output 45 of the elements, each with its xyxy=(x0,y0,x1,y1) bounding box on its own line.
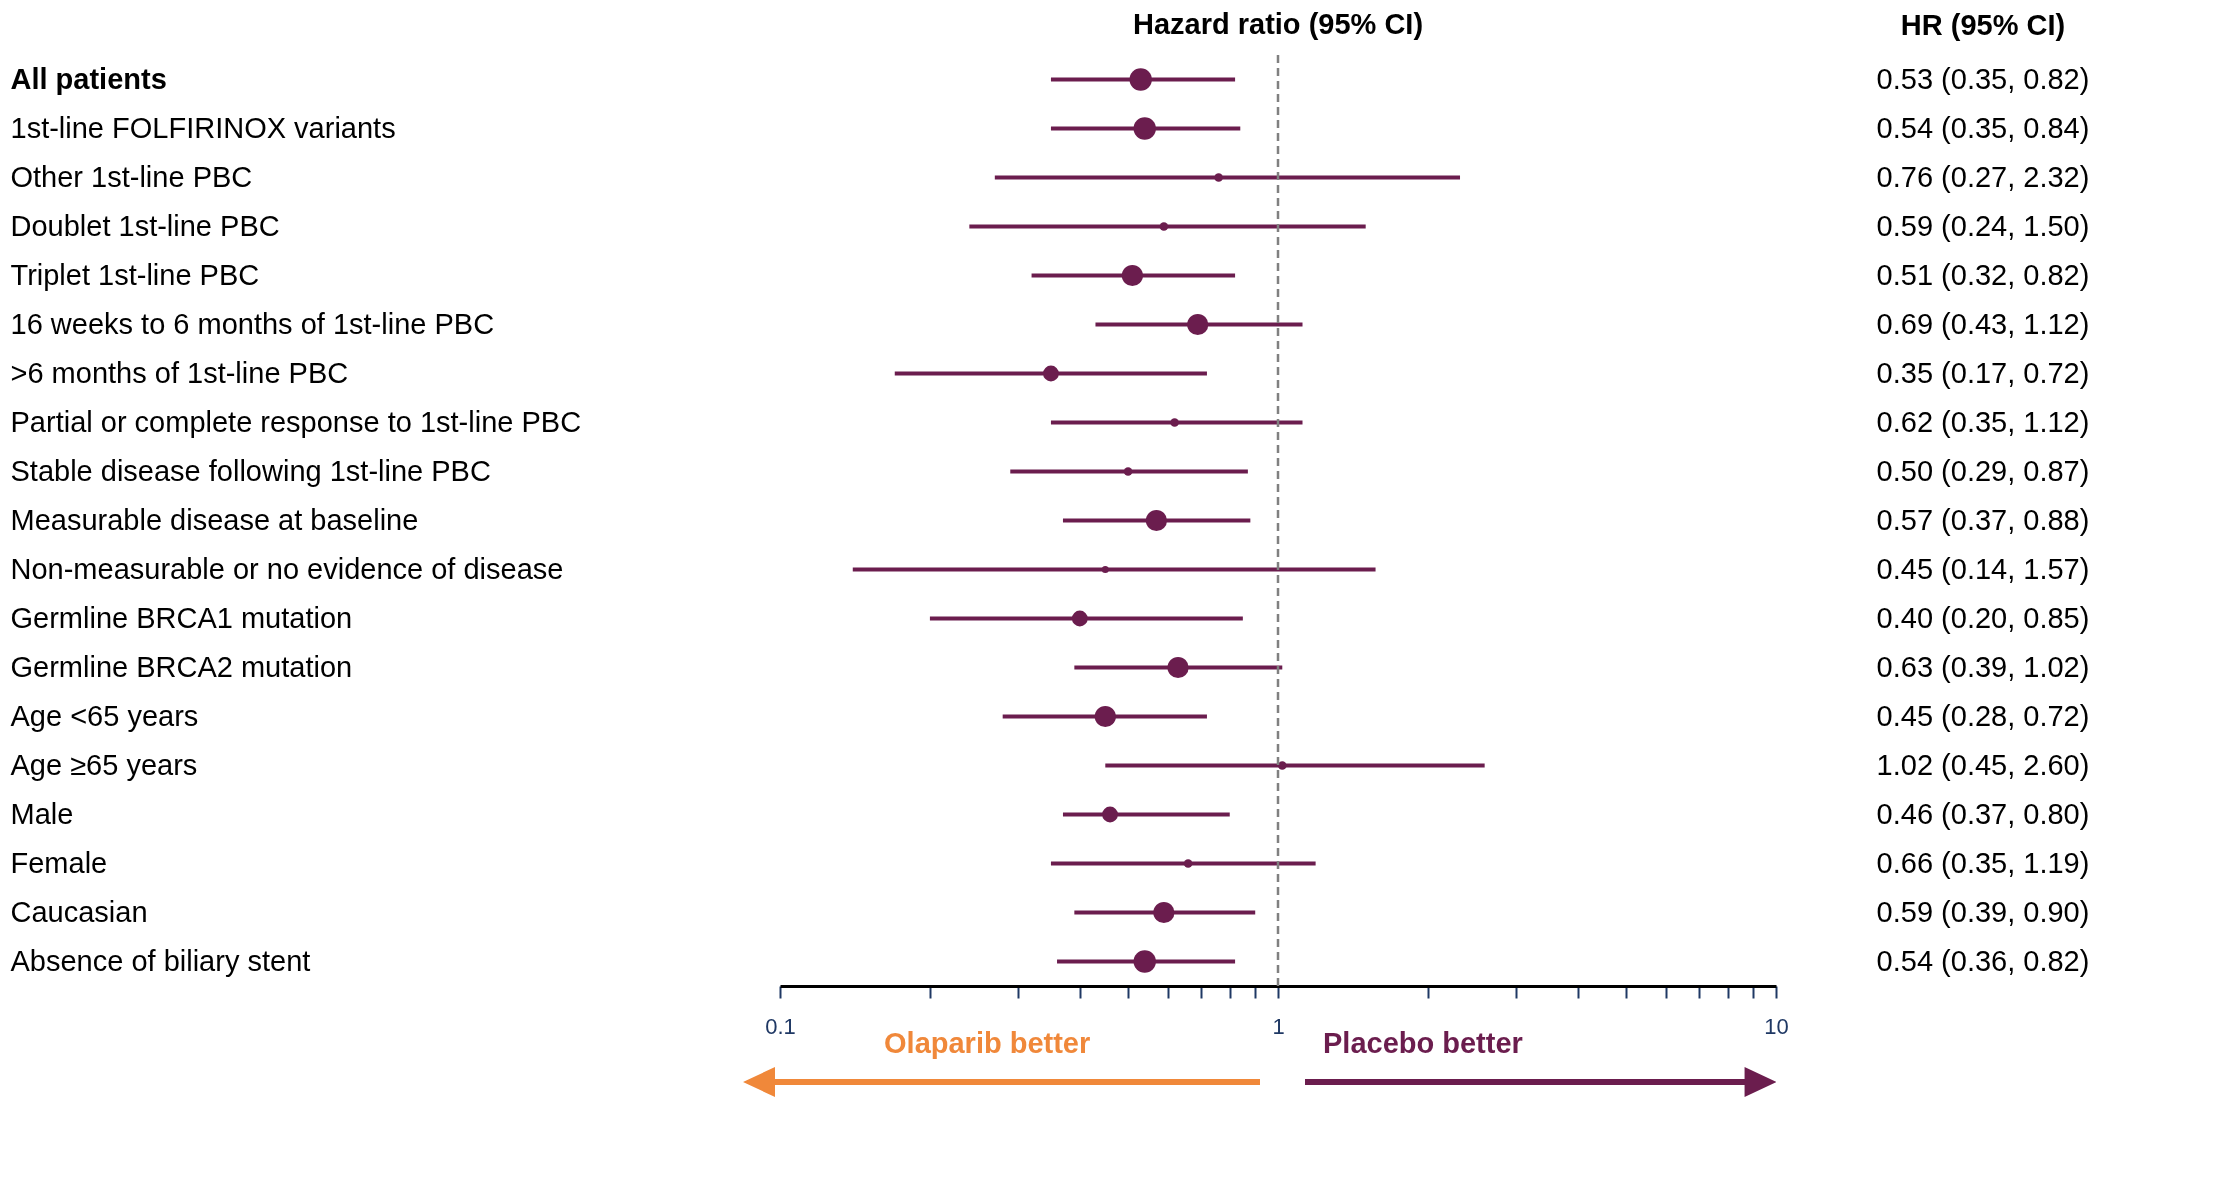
data-label: 0.40 (0.20, 0.85) xyxy=(1876,601,2090,634)
y-tick-label: Partial or complete response to 1st-line PBC xyxy=(10,405,582,438)
y-tick-label: >6 months of 1st-line PBC xyxy=(10,356,349,389)
data-label: 0.46 (0.37, 0.80) xyxy=(1876,797,2090,830)
data-label: 0.53 (0.35, 0.82) xyxy=(1876,62,2090,95)
data-label: 0.59 (0.39, 0.90) xyxy=(1876,895,2090,928)
data-label: 0.54 (0.35, 0.84) xyxy=(1876,111,2090,144)
y-tick-label: Male xyxy=(10,797,74,830)
y-tick-label: Absence of biliary stent xyxy=(10,944,311,977)
y-tick-label: Germline BRCA1 mutation xyxy=(10,601,353,634)
x-axis-title: Hazard ratio (95% CI) xyxy=(1132,7,1424,40)
y-tick-label: Non-measurable or no evidence of disease xyxy=(10,552,564,585)
y-tick-label: Germline BRCA2 mutation xyxy=(10,650,353,683)
data-label: 0.57 (0.37, 0.88) xyxy=(1876,503,2090,536)
y-tick-label: All patients xyxy=(10,62,167,95)
x-tick-label: 10 xyxy=(1764,1013,1789,1039)
text: HR (95% CI) xyxy=(1900,9,2066,41)
data-label: 0.76 (0.27, 2.32) xyxy=(1876,160,2090,193)
y-tick-label: Other 1st-line PBC xyxy=(10,160,253,193)
y-tick-label: Stable disease following 1st-line PBC xyxy=(10,454,491,487)
y-tick-label: Age ≥65 years xyxy=(10,748,198,781)
data-label: 0.66 (0.35, 1.19) xyxy=(1876,846,2090,879)
text: Placebo better xyxy=(1323,1026,1523,1060)
data-label: 1.02 (0.45, 2.60) xyxy=(1876,748,2090,781)
y-tick-label: Female xyxy=(10,846,108,879)
data-label: 0.69 (0.43, 1.12) xyxy=(1876,307,2090,340)
y-tick-label: Doublet 1st-line PBC xyxy=(10,209,280,242)
y-tick-label: Age <65 years xyxy=(10,699,199,732)
data-label: 0.50 (0.29, 0.87) xyxy=(1876,454,2090,487)
data-label: 0.63 (0.39, 1.02) xyxy=(1876,650,2090,683)
data-label: 0.62 (0.35, 1.12) xyxy=(1876,405,2090,438)
data-label: 0.45 (0.14, 1.57) xyxy=(1876,552,2090,585)
x-tick-label: 1 xyxy=(1272,1013,1285,1039)
y-tick-label: 1st-line FOLFIRINOX variants xyxy=(10,111,396,144)
y-tick-label: Triplet 1st-line PBC xyxy=(10,258,260,291)
x-tick-label: 0.1 xyxy=(765,1013,796,1039)
data-label: 0.59 (0.24, 1.50) xyxy=(1876,209,2090,242)
data-label: 0.45 (0.28, 0.72) xyxy=(1876,699,2090,732)
data-label: 0.51 (0.32, 0.82) xyxy=(1876,258,2090,291)
data-label: 0.35 (0.17, 0.72) xyxy=(1876,356,2090,389)
y-tick-label: 16 weeks to 6 months of 1st-line PBC xyxy=(10,307,495,340)
text: Olaparib better xyxy=(884,1026,1091,1060)
data-label: 0.54 (0.36, 0.82) xyxy=(1876,944,2090,977)
y-tick-label: Measurable disease at baseline xyxy=(10,503,419,536)
y-tick-label: Caucasian xyxy=(10,895,148,928)
